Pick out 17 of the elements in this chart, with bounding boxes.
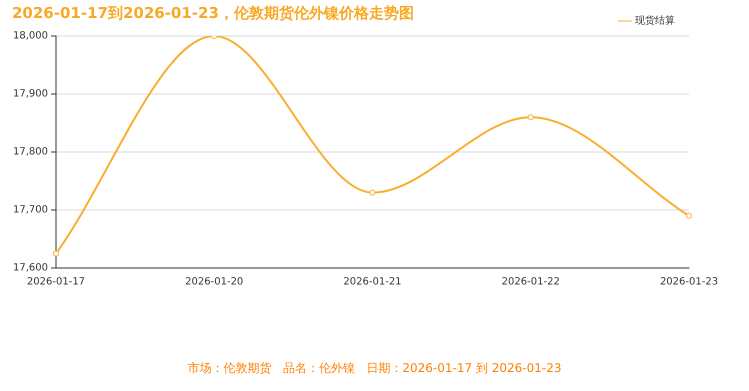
y-tick-label: 17,800 [12, 146, 48, 158]
point [686, 212, 692, 219]
y-tick-label: 18,000 [12, 30, 48, 42]
x-tick-label: 2026-01-21 [343, 276, 402, 288]
x-tick-label: 2026-01-23 [660, 276, 718, 288]
y-tick-label: 17,600 [12, 262, 48, 274]
x-tick-label: 2026-01-22 [502, 276, 560, 288]
text: 市场：伦敦期货 品名：伦外镍 日期：2026-01-17 到 2026-01-23 [186, 360, 562, 377]
x-tick-label: 2026-01-20 [185, 276, 244, 288]
y-tick-label: 17,900 [12, 88, 48, 100]
point [369, 190, 376, 196]
x-tick-label: 2026-01-17 [26, 276, 86, 288]
point [528, 114, 534, 120]
y-tick-label: 17,700 [12, 204, 48, 216]
legend-label: 现货结算 [635, 14, 675, 27]
chart-title: 2026-01-17到2026-01-23，伦敦期货伦外镍价格走势图 [12, 4, 414, 23]
point [52, 250, 59, 256]
